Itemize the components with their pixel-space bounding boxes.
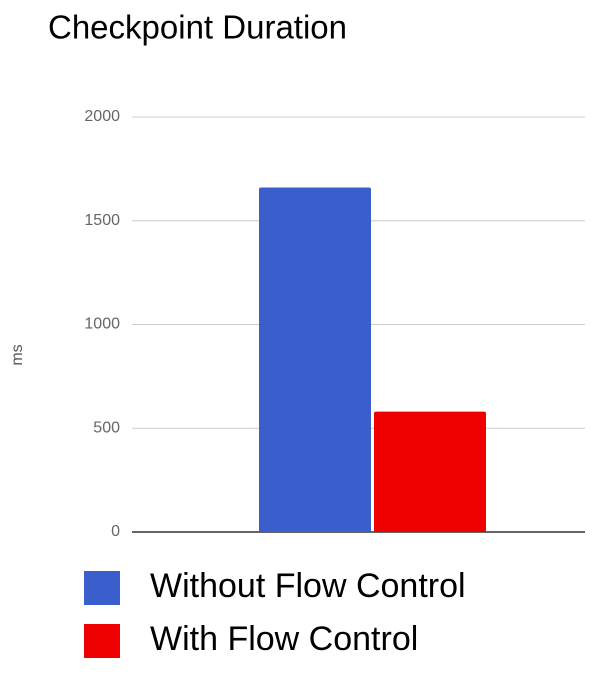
y-tick-label: 2000: [84, 108, 120, 125]
legend-swatch: [84, 624, 120, 658]
legend-swatch: [84, 571, 120, 605]
y-tick-label: 1500: [84, 212, 120, 229]
y-tick-label: 0: [111, 523, 120, 540]
y-tick-label: 500: [93, 419, 120, 436]
bar: [374, 411, 486, 532]
bar: [259, 187, 371, 533]
legend-label: Without Flow Control: [150, 567, 466, 605]
y-tick-label: 1000: [84, 316, 120, 333]
legend-label: With Flow Control: [150, 620, 418, 658]
y-axis-label: ms: [9, 344, 26, 365]
chart-title: Checkpoint Duration: [48, 9, 347, 46]
